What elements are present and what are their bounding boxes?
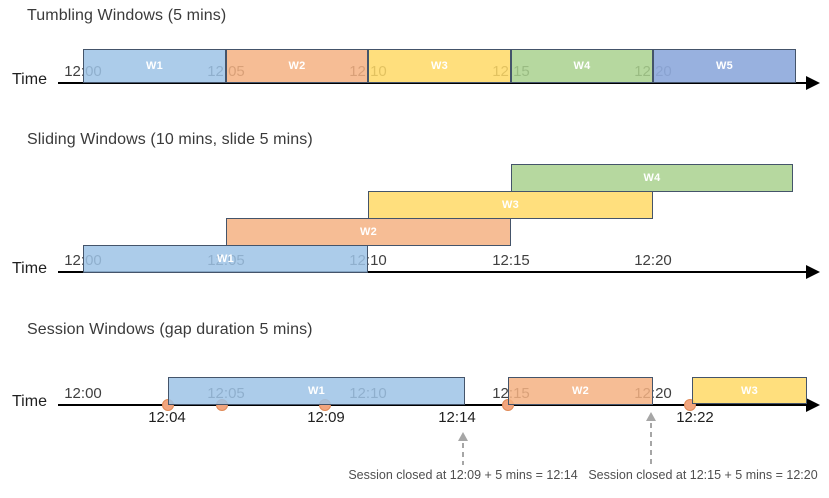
window-label: W4 [573,60,591,72]
session-window-w3: W3 [692,377,807,404]
session-section-title: Session Windows (gap duration 5 mins) [27,321,313,338]
window-label: W1 [216,253,235,265]
tumbling-timeline-arrowhead-icon [806,76,820,90]
sliding-window-w3: W3 [368,191,653,219]
sliding-window-w4: W4 [511,164,793,192]
window-label: W1 [307,385,326,397]
tumbling-window-w5: W5 [653,49,796,83]
session-window-w1: W1 [168,377,465,405]
window-label: W2 [571,385,590,397]
tumbling-timeline [58,82,808,84]
session-close-arrow-icon [458,432,468,465]
tumbling-window-w1: W1 [83,49,226,83]
session-close-arrow-icon [646,412,656,465]
window-label: W3 [501,199,520,211]
tumbling-window-w4: W4 [511,49,653,83]
event-time-label: 12:09 [307,409,345,426]
session-timeline [58,404,808,406]
sliding-tick-1215: 12:15 [492,252,530,269]
sliding-timeline [58,271,808,273]
sliding-tick-1220: 12:20 [634,252,672,269]
tumbling-window-w3: W3 [368,49,511,83]
sliding-section-title: Sliding Windows (10 mins, slide 5 mins) [27,131,313,148]
sliding-window-w1: W1 [83,245,368,273]
sliding-timeline-arrowhead-icon [806,265,820,279]
session-close-annotation: Session closed at 12:09 + 5 mins = 12:14 [348,468,578,482]
tumbling-section-title: Tumbling Windows (5 mins) [27,7,227,24]
event-time-label: 12:14 [438,409,476,426]
tumbling-window-w2: W2 [226,49,368,83]
window-label: W2 [359,226,378,238]
session-timeline-arrowhead-icon [806,398,820,412]
window-label: W4 [643,172,661,184]
session-tick-1200: 12:00 [64,385,102,402]
event-time-label: 12:04 [148,409,186,426]
session-window-w2: W2 [508,377,653,405]
sliding-window-w2: W2 [226,218,511,246]
event-time-label: 12:22 [676,409,714,426]
window-label: W3 [740,384,759,397]
window-label: W3 [430,60,449,72]
tumbling-time-axis-label: Time [12,71,47,88]
window-label: W2 [288,60,306,72]
session-close-annotation: Session closed at 12:15 + 5 mins = 12:20 [588,468,818,482]
sliding-time-axis-label: Time [12,260,47,277]
window-label: W1 [145,60,164,72]
session-time-axis-label: Time [12,393,47,410]
window-label: W5 [715,60,734,72]
